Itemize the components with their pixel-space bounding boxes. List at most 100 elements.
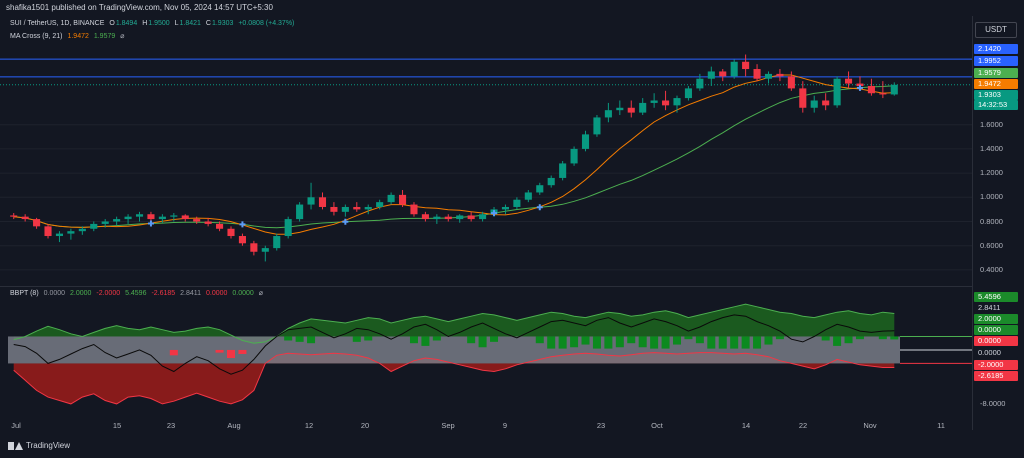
bbpt-v8: 0.0000 (232, 290, 254, 297)
candle-body (158, 216, 166, 220)
candle-body (21, 216, 29, 220)
bbpt-histogram-bar (547, 336, 556, 349)
tag-bbpt-lower: -2.6185 (974, 371, 1018, 381)
ma-cross-marker (856, 84, 863, 91)
currency-selector[interactable]: USDT (975, 22, 1017, 38)
bbpt-histogram-bar (581, 336, 590, 345)
candle-body (273, 236, 281, 249)
bbpt-legend: BBPT (8) 0.0000 2.0000 -2.0000 5.4596 -2… (10, 289, 266, 297)
candle-body (833, 78, 841, 106)
visibility-eye-icon[interactable]: ⌀ (120, 33, 125, 40)
candle-body (467, 215, 475, 220)
bbpt-histogram-bar (844, 336, 853, 344)
bbpt-histogram-bar (570, 336, 579, 348)
chart-canvas[interactable] (0, 0, 972, 430)
price-tick-label: 0.6000 (980, 240, 1003, 250)
candle-body (261, 248, 269, 252)
tag-bbpt-zero-a: 0.0000 (974, 325, 1018, 335)
ma-legend: MA Cross (9, 21) 1.9472 1.9579 ⌀ (10, 32, 127, 40)
change-value: +0.0808 (+4.37%) (238, 20, 295, 27)
bbpt-histogram-bar (364, 336, 373, 341)
candle-body (536, 185, 544, 193)
bbpt-histogram-bar (672, 336, 682, 345)
candle-body (101, 221, 109, 224)
bbpt-histogram-bar (295, 336, 304, 342)
bbpt-histogram-bar (558, 336, 567, 349)
close-label: C (205, 20, 211, 27)
tag-hline-2: 1.9952 (974, 56, 1018, 66)
candle-body (193, 219, 201, 222)
tradingview-brand[interactable]: TradingView (8, 441, 70, 450)
ma-fast-line (13, 74, 895, 235)
bbpt-title[interactable]: BBPT (8) (10, 290, 39, 297)
candle-body (250, 243, 258, 252)
candle-body (296, 204, 304, 220)
time-tick-label: 11 (937, 421, 945, 430)
tag-bbpt-zero-b: 0.0000 (974, 336, 1018, 346)
candle-body (318, 197, 327, 207)
bbpt-histogram-bar (432, 336, 441, 341)
candle-body (181, 215, 189, 220)
candle-body (376, 202, 384, 207)
candle-body (890, 84, 898, 95)
symbol-title[interactable]: SUI / TetherUS, 1D, BINANCE (10, 20, 105, 27)
candle-body (650, 100, 658, 103)
candle-body (353, 206, 361, 210)
header-bar: shafika1501 published on TradingView.com… (0, 0, 1024, 16)
bbpt-histogram-bar (169, 349, 178, 356)
candle-body (67, 231, 75, 234)
published-by-text: shafika1501 published on TradingView.com… (6, 3, 273, 12)
candle-body (113, 219, 121, 222)
candle-body (204, 221, 212, 224)
bbpt-v4: 5.4596 (125, 290, 147, 297)
candle-body (696, 78, 704, 89)
candle-body (753, 69, 761, 79)
candle-body (764, 73, 773, 79)
candle-body (227, 228, 235, 237)
ma-cross-title[interactable]: MA Cross (9, 21) (10, 33, 63, 40)
candle-body (593, 117, 601, 135)
tag-bbpt-zero-c: 0.0000 (974, 348, 1018, 358)
candle-body (730, 61, 738, 77)
bbpt-upper-area (13, 304, 895, 344)
candle-body (341, 206, 349, 212)
price-tick-label: 1.4000 (980, 143, 1003, 153)
bbpt-v3: -2.0000 (96, 290, 121, 297)
tag-bbpt-plus2: 2.0000 (974, 314, 1018, 324)
candle-body (410, 204, 418, 215)
bbpt-lower-line (13, 352, 895, 405)
candle-body (444, 216, 452, 220)
bbpt-v5: -2.6185 (151, 290, 176, 297)
bbpt-eye-icon[interactable]: ⌀ (258, 290, 263, 297)
candle-body (787, 76, 795, 89)
bbpt-lower-area (13, 352, 895, 404)
tradingview-logo-icon (8, 441, 23, 450)
ma-slow-value: 1.9579 (93, 33, 116, 40)
time-tick-label: 12 (304, 421, 314, 430)
candle-body (433, 216, 441, 220)
candle-body (742, 61, 750, 70)
candle-body (879, 93, 887, 95)
candle-body (55, 233, 64, 237)
pane-separator[interactable] (0, 286, 972, 287)
tag-bbpt-value: 2.8411 (974, 303, 1018, 313)
bbpt-histogram-bar (684, 336, 693, 340)
candle-body (284, 219, 292, 237)
open-value: 1.8494 (115, 20, 138, 27)
candle-body (501, 206, 510, 210)
candle-body (456, 215, 464, 220)
bbpt-histogram-bar (855, 336, 864, 340)
bbpt-histogram-bar (764, 336, 773, 345)
time-tick-label: Nov (863, 421, 877, 430)
ma-cross-marker (491, 210, 498, 217)
bbpt-histogram-bar (753, 336, 762, 349)
candle-body (387, 194, 395, 203)
bbpt-histogram-bar (821, 336, 830, 341)
low-label: L (174, 20, 179, 27)
candle-body (810, 100, 818, 108)
ma-cross-marker (147, 220, 154, 227)
candle-body (684, 88, 692, 99)
bbpt-histogram-bar (535, 336, 544, 344)
candle-body (776, 73, 784, 77)
bbpt-histogram-bar (833, 336, 842, 346)
